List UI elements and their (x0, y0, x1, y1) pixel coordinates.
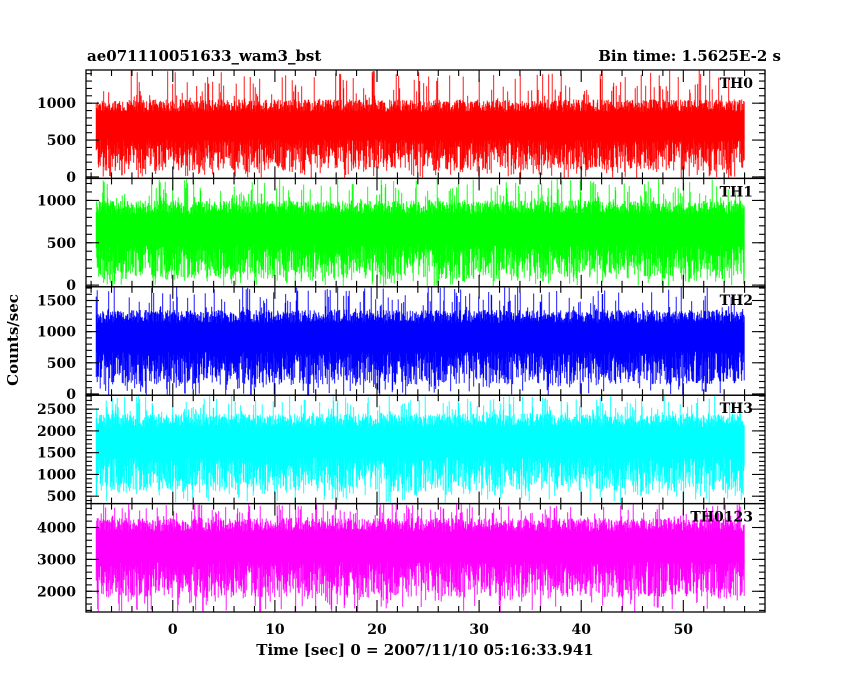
y-tick-label: 0 (66, 278, 76, 294)
y-tick-label: 500 (47, 133, 76, 149)
y-tick-label: 1000 (37, 467, 76, 483)
panel-frame (85, 502, 766, 613)
panel-th1: 0 500 1000 TH1 (37, 177, 766, 294)
x-tick-label: 20 (367, 622, 387, 638)
series-line-th1 (95, 178, 745, 287)
series-label-th0123: TH0123 (690, 510, 753, 526)
series-line-th0 (95, 70, 745, 179)
x-tick-label: 30 (469, 622, 489, 638)
x-tick-label: 10 (265, 622, 285, 638)
y-axis-label: Counts/sec (4, 294, 22, 386)
y-tick-label: 1500 (37, 446, 76, 462)
y-tick-label: 500 (47, 356, 76, 372)
series-label-th3: TH3 (720, 401, 753, 417)
series-line-th2 (95, 286, 745, 396)
x-tick-label: 0 (168, 622, 178, 638)
series-label-th0: TH0 (720, 76, 754, 92)
y-tick-label: 4000 (37, 521, 76, 537)
y-tick-label: 500 (47, 489, 76, 505)
y-tick-label: 500 (47, 236, 76, 252)
bin-time-label: Bin time: 1.5625E-2 s (598, 47, 781, 65)
y-tick-label: 2500 (37, 402, 76, 418)
y-tick-label: 1500 (37, 294, 76, 310)
y-tick-label: 0 (66, 387, 76, 403)
panel-th0: 0 500 1000 TH0 (37, 69, 766, 186)
x-axis-label: Time [sec] 0 = 2007/11/10 05:16:33.941 (256, 641, 593, 659)
y-tick-label: 1000 (37, 325, 76, 341)
y-tick-label: 1000 (37, 193, 76, 209)
panel-th3: 500 1000 1500 2000 2500 TH3 (37, 394, 766, 505)
y-tick-label: 1000 (37, 96, 76, 112)
chart-title: ae071110051633_wam3_bst (87, 47, 321, 65)
series-line-th0123 (95, 503, 745, 612)
x-axis: 0 10 20 30 40 50 (168, 622, 693, 638)
panel-th0123: 2000 3000 4000 TH0123 (37, 502, 766, 613)
y-tick-label: 2000 (37, 424, 76, 440)
series-line-th3 (95, 395, 745, 504)
y-tick-label: 3000 (37, 552, 76, 568)
series-label-th1: TH1 (720, 184, 753, 200)
y-tick-label: 2000 (37, 584, 76, 600)
y-tick-label: 0 (66, 170, 76, 186)
panels: 0 500 1000 TH0 0 500 1000 TH1 0 500 1000 1500 TH2 500… (37, 69, 766, 613)
series-label-th2: TH2 (720, 293, 753, 309)
panel-th2: 0 500 1000 1500 TH2 (37, 286, 766, 403)
x-tick-label: 40 (571, 622, 591, 638)
x-tick-label: 50 (674, 622, 694, 638)
